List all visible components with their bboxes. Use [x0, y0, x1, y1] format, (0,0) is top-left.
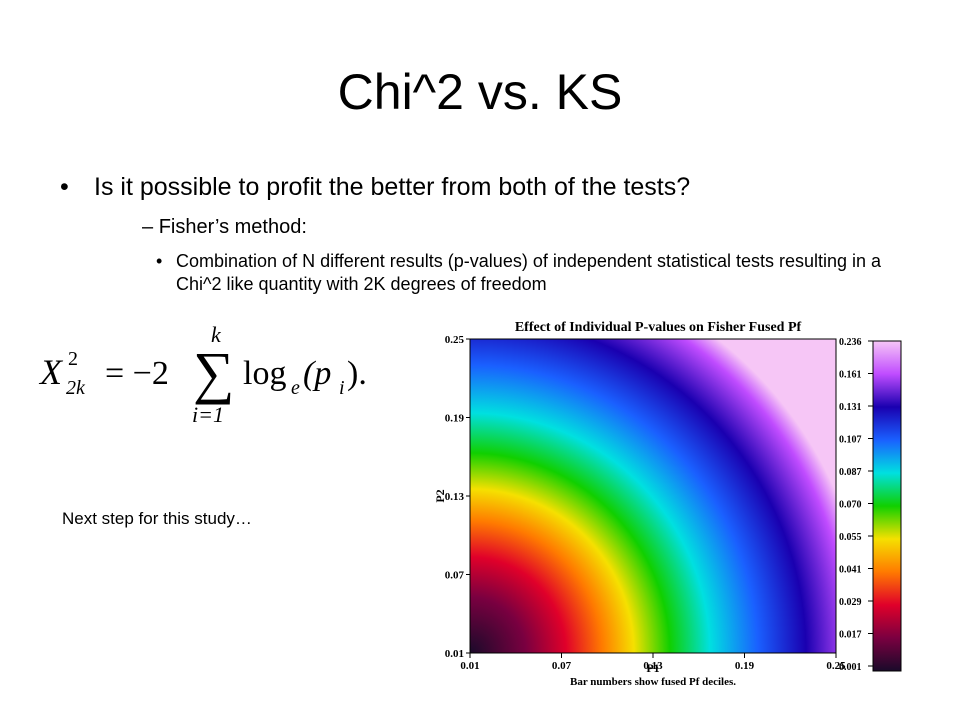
formula-sub: 2k — [66, 377, 86, 399]
y-tick-label: 0.01 — [445, 648, 464, 660]
colorbar-tick-label: 0.041 — [839, 565, 862, 576]
colorbar-tick-label: 0.087 — [839, 467, 862, 478]
colorbar-tick-label: 0.107 — [839, 435, 862, 446]
bullet-level2: – Fisher’s method: — [142, 213, 307, 241]
y-tick-label: 0.07 — [445, 570, 465, 582]
colorbar-tick-label: 0.236 — [839, 337, 862, 348]
formula-sup: 2 — [68, 348, 78, 370]
y-tick-label: 0.19 — [445, 413, 465, 425]
formula-arg: (p — [303, 355, 331, 392]
x-tick-label: 0.19 — [735, 660, 755, 672]
y-tick-label: 0.25 — [445, 334, 465, 346]
x-tick-label: 0.01 — [460, 660, 479, 672]
formula-arg-sub: i — [339, 377, 345, 399]
colorbar-tick-label: 0.161 — [839, 370, 862, 381]
colorbar-ticks: 0.236 0.161 0.131 0.107 0.087 0.070 0.055 0.041… — [839, 337, 873, 673]
colorbar-tick-label: 0.029 — [839, 597, 862, 608]
fisher-formula: X 2 2k = −2 ∑ k i=1 log e (p i ). — [38, 322, 367, 427]
bullet-dot-small: • — [156, 251, 163, 271]
formula-lhs: X — [38, 352, 64, 392]
bullet-dot: • — [60, 173, 69, 201]
formula-upper: k — [211, 322, 222, 347]
x-axis-ticks: 0.01 0.07 0.13 0.19 0.25 — [460, 653, 846, 672]
chart-caption: Bar numbers show fused Pf deciles. — [570, 676, 736, 688]
chart-title: Effect of Individual P-values on Fisher … — [515, 320, 802, 335]
formula-log-base: e — [291, 377, 300, 399]
slide-title: Chi^2 vs. KS — [337, 64, 623, 120]
formula-close: ). — [347, 355, 367, 392]
colorbar-tick-label: 0.055 — [839, 532, 862, 543]
x-axis-label: P1 — [646, 661, 659, 675]
bullet-level3-text: Combination of N different results (p-va… — [176, 251, 882, 294]
heatmap-area — [469, 338, 837, 654]
y-axis-label: P2 — [436, 489, 447, 502]
formula-equals: = −2 — [105, 355, 169, 392]
formula-sum: ∑ — [193, 340, 234, 405]
bullet-level2-text: Fisher’s method: — [158, 216, 307, 238]
colorbar-tick-label: 0.001 — [839, 662, 862, 673]
fisher-heatmap-chart: Effect of Individual P-values on Fisher … — [436, 315, 904, 720]
formula-log: log — [243, 355, 286, 392]
colorbar-tick-label: 0.131 — [839, 402, 862, 413]
colorbar-tick-label: 0.017 — [839, 630, 862, 641]
y-tick-label: 0.13 — [445, 491, 465, 503]
bullet-level1-text: Is it possible to profit the better from… — [94, 173, 691, 201]
x-tick-label: 0.13 — [643, 660, 663, 672]
x-tick-label: 0.07 — [552, 660, 572, 672]
bullet-dash: – — [142, 216, 154, 238]
colorbar — [872, 340, 902, 672]
formula-lower: i=1 — [192, 402, 224, 427]
y-axis-ticks: 0.25 0.19 0.13 0.07 0.01 — [445, 334, 470, 660]
next-step-note: Next step for this study… — [62, 509, 252, 528]
x-tick-label: 0.25 — [826, 660, 846, 672]
colorbar-tick-label: 0.070 — [839, 500, 862, 511]
